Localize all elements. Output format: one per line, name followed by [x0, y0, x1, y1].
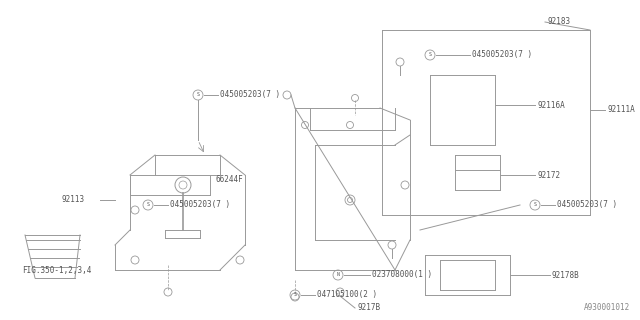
Text: 047105100(2 ): 047105100(2 )	[317, 291, 377, 300]
Text: 66244F: 66244F	[215, 175, 243, 185]
Text: S: S	[429, 52, 431, 58]
Text: 92111A: 92111A	[607, 106, 635, 115]
Text: 045005203(7 ): 045005203(7 )	[170, 201, 230, 210]
Text: N: N	[337, 273, 339, 277]
Text: 92178B: 92178B	[552, 270, 580, 279]
Text: 045005203(7 ): 045005203(7 )	[557, 201, 617, 210]
Text: S: S	[147, 203, 149, 207]
Text: 92172: 92172	[537, 171, 560, 180]
Text: S: S	[196, 92, 200, 98]
Text: S: S	[534, 203, 536, 207]
Text: 92116A: 92116A	[537, 100, 564, 109]
Text: 023708000(1 ): 023708000(1 )	[372, 270, 432, 279]
Text: 045005203(7 ): 045005203(7 )	[220, 91, 280, 100]
Text: 92113: 92113	[62, 196, 85, 204]
Text: 9217B: 9217B	[357, 303, 380, 313]
Text: A930001012: A930001012	[584, 303, 630, 312]
Text: S: S	[294, 292, 296, 298]
Text: 045005203(7 ): 045005203(7 )	[472, 51, 532, 60]
Text: FIG.350-1,2,3,4: FIG.350-1,2,3,4	[22, 266, 92, 275]
Text: 92183: 92183	[547, 18, 570, 27]
